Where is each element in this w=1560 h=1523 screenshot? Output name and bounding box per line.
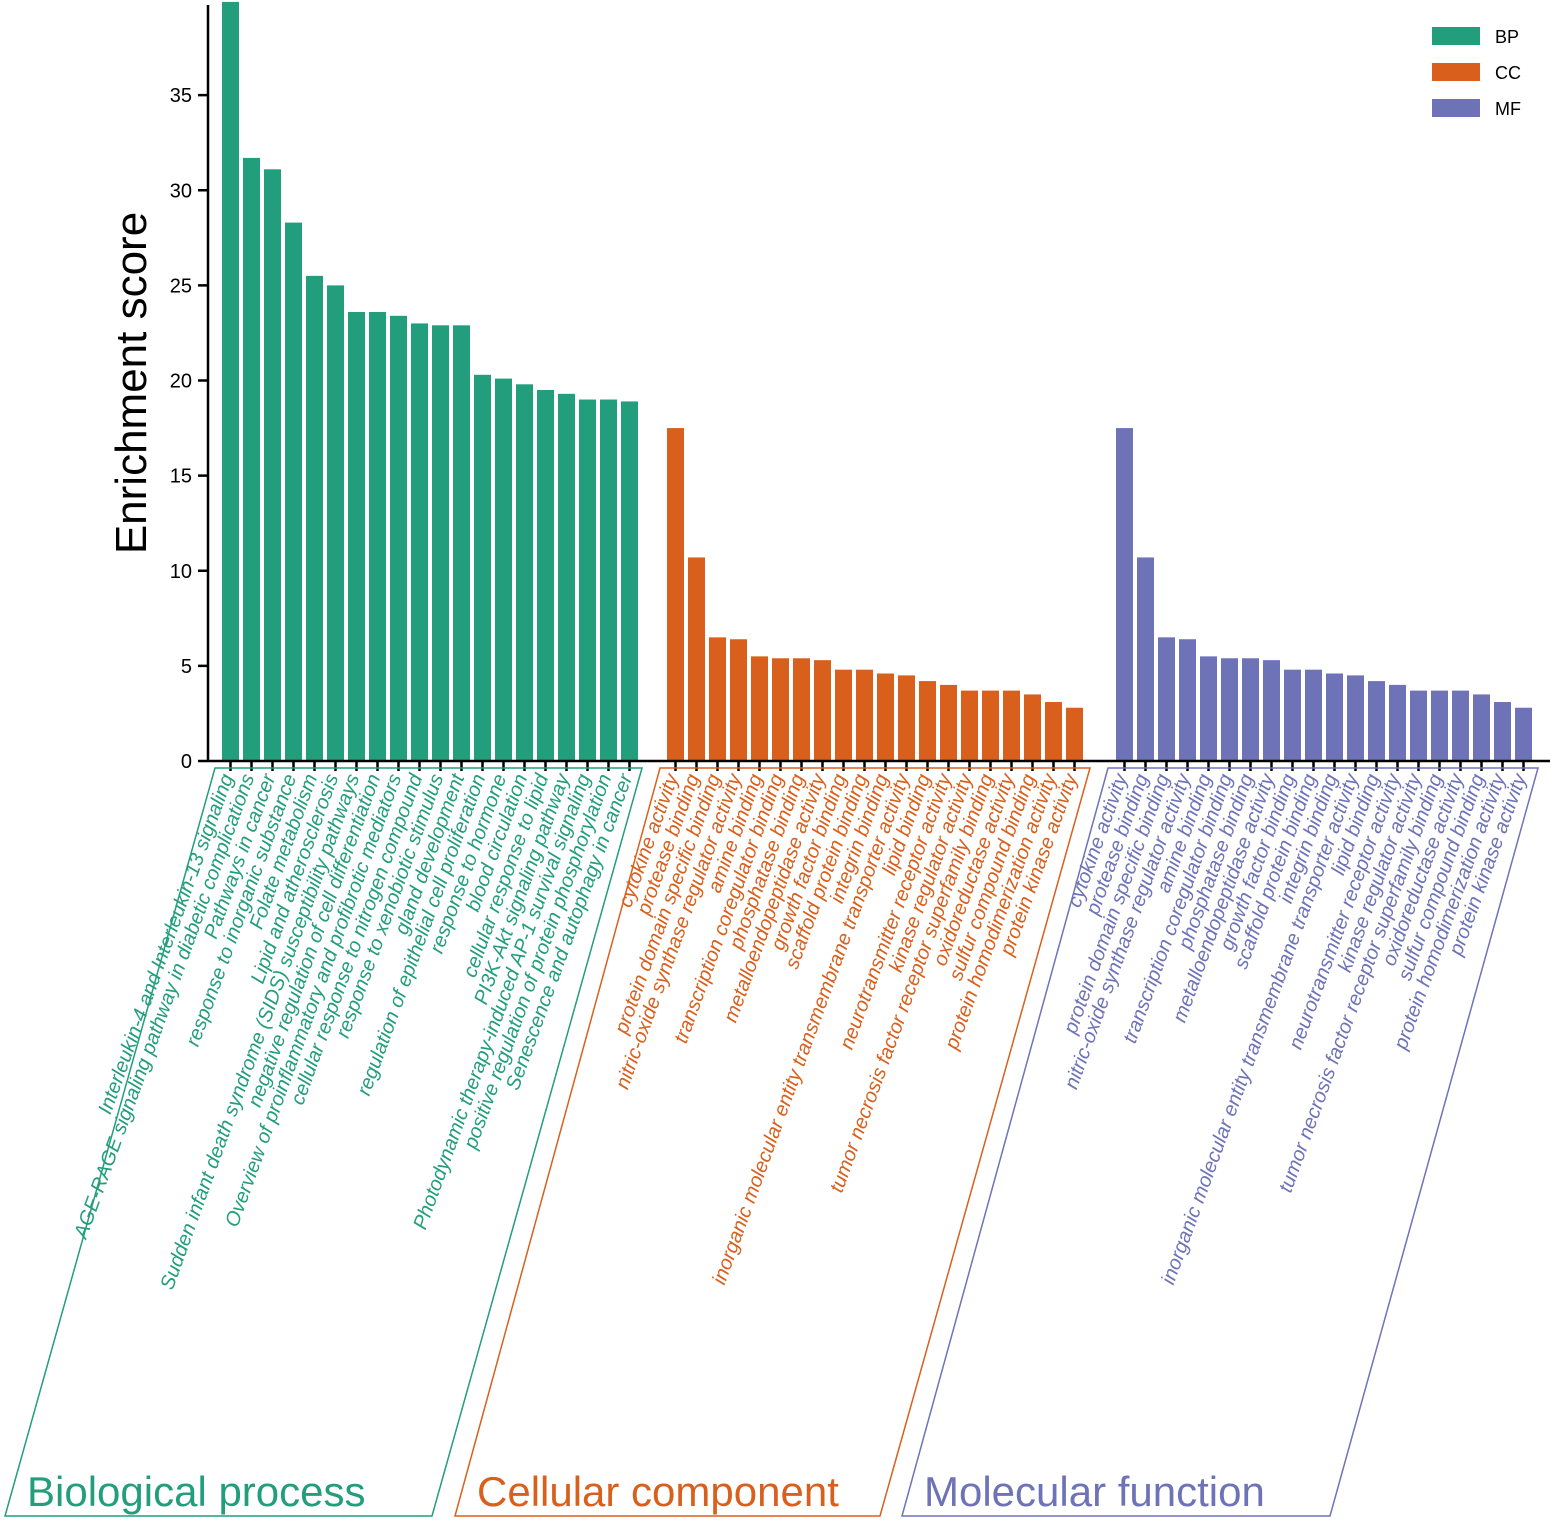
bar-mf-12: [1347, 675, 1364, 761]
group-boxes-layer: Biological process Cellular component Mole…: [4, 767, 1539, 1517]
bar-mf-1: [1116, 428, 1133, 761]
bar-mf-15: [1410, 690, 1427, 761]
bar-cc-6: [772, 658, 789, 761]
bar-cc-20: [1066, 707, 1083, 761]
bar-bp-10: [411, 323, 428, 761]
bar-mf-8: [1263, 660, 1280, 761]
group-box-cc: [454, 767, 1091, 1517]
legend-label-cc: CC: [1495, 63, 1521, 83]
bar-cc-3: [709, 637, 726, 761]
bar-cc-14: [940, 684, 957, 761]
group-title-mf: Molecular function: [924, 1468, 1265, 1515]
bar-mf-19: [1494, 702, 1511, 761]
bar-mf-17: [1452, 690, 1469, 761]
bar-bp-20: [621, 401, 638, 761]
bar-cc-1: [667, 428, 684, 761]
group-title-bp: Biological process: [27, 1468, 366, 1515]
group-box-bp: [4, 767, 643, 1517]
category-label-bp-2: AGE-RAGE signaling pathway in diabetic c…: [70, 771, 259, 1242]
y-tick-label-20: 20: [170, 371, 192, 393]
legend: BP CC MF: [1432, 27, 1521, 119]
bar-mf-16: [1431, 690, 1448, 761]
legend-swatch-bp: [1432, 27, 1480, 45]
bar-mf-6: [1221, 658, 1238, 761]
group-box-mf: [901, 767, 1539, 1517]
bar-bp-8: [369, 312, 386, 761]
bar-bp-14: [495, 378, 512, 761]
bar-mf-2: [1137, 557, 1154, 761]
bar-bp-12: [453, 325, 470, 761]
bar-cc-5: [751, 656, 768, 761]
bar-cc-9: [835, 669, 852, 761]
legend-swatch-cc: [1432, 63, 1480, 81]
y-tick-label-0: 0: [181, 751, 192, 773]
bar-bp-17: [558, 393, 575, 761]
bars-layer: [222, 1, 1532, 762]
bar-cc-17: [1003, 690, 1020, 761]
bar-bp-2: [243, 157, 260, 762]
y-tick-label-25: 25: [170, 275, 192, 297]
group-title-cc: Cellular component: [477, 1468, 839, 1515]
bar-bp-7: [348, 312, 365, 761]
bar-cc-2: [688, 557, 705, 761]
axes-layer: 0 5 10 15 20 25 30 35 Enrichment score: [107, 5, 1550, 773]
y-tick-label-35: 35: [170, 85, 192, 107]
bar-bp-19: [600, 399, 617, 761]
bar-bp-18: [579, 399, 596, 761]
y-tick-label-15: 15: [170, 466, 192, 488]
bar-bp-15: [516, 384, 533, 761]
legend-label-mf: MF: [1495, 99, 1521, 119]
bar-mf-18: [1473, 694, 1490, 761]
bar-cc-13: [919, 681, 936, 761]
bar-mf-20: [1515, 707, 1532, 761]
bar-mf-10: [1305, 669, 1322, 761]
bar-cc-7: [793, 658, 810, 761]
bar-bp-3: [264, 169, 281, 761]
bar-mf-7: [1242, 658, 1259, 761]
bar-mf-11: [1326, 673, 1343, 761]
bar-bp-4: [285, 222, 302, 761]
bar-cc-8: [814, 660, 831, 761]
bar-mf-5: [1200, 656, 1217, 761]
bar-cc-16: [982, 690, 999, 761]
bar-cc-15: [961, 690, 978, 761]
bar-cc-4: [730, 639, 747, 761]
y-tick-label-30: 30: [170, 180, 192, 202]
bar-mf-4: [1179, 639, 1196, 761]
bar-mf-3: [1158, 637, 1175, 761]
legend-swatch-mf: [1432, 99, 1480, 117]
bar-bp-6: [327, 285, 344, 761]
bar-bp-13: [474, 374, 491, 761]
bar-mf-13: [1368, 681, 1385, 761]
bar-bp-5: [306, 275, 323, 761]
y-tick-label-5: 5: [181, 656, 192, 678]
bar-bp-1: [222, 1, 239, 761]
y-tick-label-10: 10: [170, 561, 192, 583]
bar-mf-9: [1284, 669, 1301, 761]
bar-cc-11: [877, 673, 894, 761]
y-axis-label: Enrichment score: [107, 212, 156, 554]
bar-cc-19: [1045, 702, 1062, 761]
bar-cc-12: [898, 675, 915, 761]
bar-cc-10: [856, 669, 873, 761]
bar-bp-9: [390, 315, 407, 761]
bar-bp-16: [537, 390, 554, 761]
bar-mf-14: [1389, 684, 1406, 761]
bar-cc-18: [1024, 694, 1041, 761]
legend-label-bp: BP: [1495, 27, 1519, 47]
category-labels-layer: Interleukin-4 and Interleukin-13 signali…: [70, 770, 1532, 1293]
bar-bp-11: [432, 325, 449, 761]
